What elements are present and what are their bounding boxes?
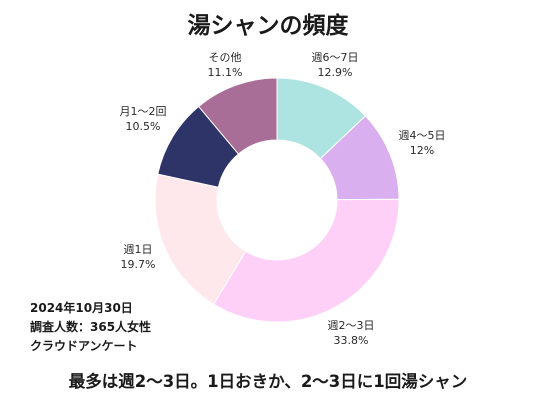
slice-label: 週2～3日 33.8% [316, 318, 386, 348]
slice-percent: 12% [409, 144, 435, 157]
donut-slice [154, 173, 247, 305]
slice-label: 週4～5日 12% [392, 128, 452, 158]
slice-percent: 10.5% [125, 120, 161, 133]
slice-name: 週2～3日 [327, 319, 375, 332]
slice-label: 週6～7日 12.9% [300, 50, 370, 80]
slice-percent: 33.8% [333, 334, 369, 347]
slice-percent: 11.1% [207, 66, 243, 79]
slice-name: 週1日 [123, 243, 153, 256]
slice-name: 週6～7日 [311, 51, 359, 64]
slice-label: 月1～2回 10.5% [108, 104, 178, 134]
slice-label: その他 11.1% [195, 50, 255, 80]
survey-date: 2024年10月30日 [30, 301, 133, 315]
slice-percent: 12.9% [317, 66, 353, 79]
slice-name: 週4～5日 [398, 129, 446, 142]
survey-respondents: 調査人数：365人女性 [30, 320, 152, 334]
donut-slice [212, 198, 400, 323]
slice-name: 月1～2回 [119, 105, 167, 118]
slice-name: その他 [208, 51, 242, 64]
summary-text: 最多は週2～3日。1日おきか、2～3日に1回湯シャン [68, 372, 468, 391]
survey-info: 2024年10月30日 調査人数：365人女性 クラウドアンケート [30, 299, 151, 356]
survey-source: クラウドアンケート [30, 339, 138, 353]
slice-percent: 19.7% [120, 258, 156, 271]
chart-title: 湯シャンの頻度 [187, 13, 349, 39]
donut-slice [197, 77, 278, 155]
slice-label: 週1日 19.7% [108, 242, 168, 272]
